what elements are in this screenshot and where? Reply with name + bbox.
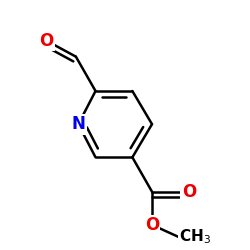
Text: N: N <box>72 115 85 133</box>
Text: O: O <box>182 183 196 201</box>
Text: O: O <box>39 32 54 50</box>
Text: CH$_3$: CH$_3$ <box>179 228 211 246</box>
Text: O: O <box>145 216 159 234</box>
